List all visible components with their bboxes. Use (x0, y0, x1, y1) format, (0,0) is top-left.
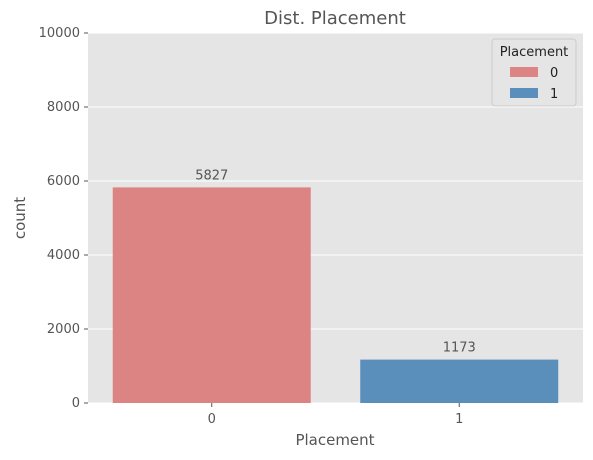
legend-swatch-0 (510, 67, 538, 77)
legend-label-1: 1 (550, 87, 558, 102)
x-tick-label: 0 (208, 412, 216, 427)
y-tick-label: 4000 (47, 248, 80, 263)
data-label: 5827 (195, 168, 228, 183)
bar-1 (360, 359, 559, 403)
legend: Placement 0 1 (491, 38, 577, 107)
data-labels: 5827 1173 (195, 168, 476, 355)
y-tick-label: 2000 (47, 322, 80, 337)
chart-title: Dist. Placement (264, 8, 406, 29)
legend-swatch-1 (510, 88, 538, 98)
y-axis-label: count (11, 197, 29, 239)
x-tick-label: 1 (455, 412, 463, 427)
y-axis-ticks: 0 2000 4000 6000 8000 10000 (39, 26, 88, 411)
bar-0 (112, 187, 311, 403)
legend-title: Placement (500, 45, 569, 60)
y-tick-label: 6000 (47, 174, 80, 189)
legend-label-0: 0 (550, 66, 558, 81)
bars (112, 187, 559, 403)
y-tick-label: 8000 (47, 100, 80, 115)
y-tick-label: 0 (72, 396, 80, 411)
data-label: 1173 (443, 341, 476, 356)
y-tick-label: 10000 (39, 26, 80, 41)
x-axis-label: Placement (295, 431, 374, 449)
